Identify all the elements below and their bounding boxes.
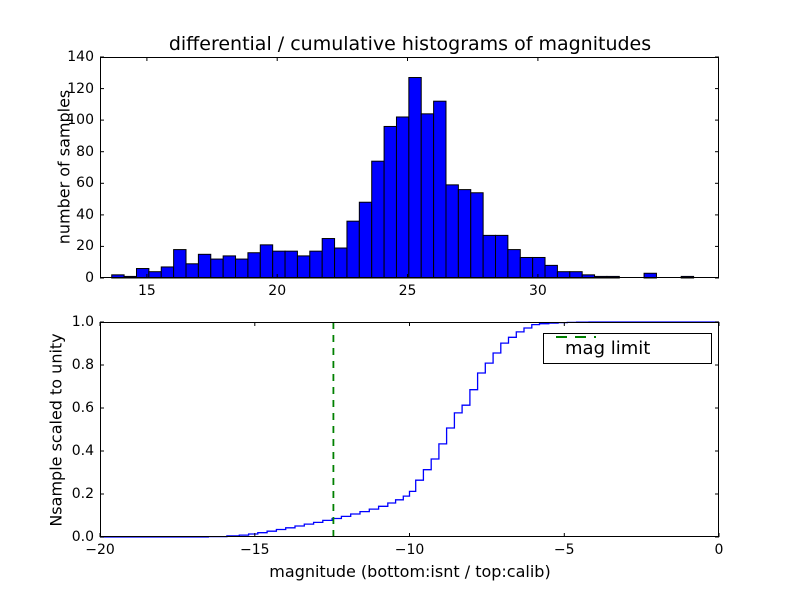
y-tick-label: 140 [67,49,94,65]
x-tick-label: 30 [528,283,547,299]
y-tick-label: 20 [76,238,94,255]
y-tick-label: 60 [76,175,94,192]
y-tick-label: 100 [67,112,94,129]
legend: mag limit [543,333,712,364]
y-tick-label: 0 [85,270,94,286]
x-tick-label: −20 [85,542,115,558]
x-axis-label: magnitude (bottom:isnt / top:calib) [269,562,551,581]
x-tick-label: 20 [268,283,287,299]
y-tick-label: 0.8 [71,357,94,373]
y-tick-label: 1.0 [71,314,94,330]
x-tick-label: 0 [714,542,724,558]
y-tick-label: 0.2 [71,486,94,502]
y-tick-label: 40 [76,206,94,223]
y-tick-label: 0.6 [71,400,94,416]
chart-title: differential / cumulative histograms of … [168,33,652,55]
x-tick-label: 25 [398,283,417,299]
x-tick-label: −10 [394,542,425,558]
x-tick-label: 15 [137,283,156,299]
y-tick-label: 0.0 [71,529,94,545]
y-tick-label: 0.4 [71,443,94,459]
y-tick-label: 120 [67,80,94,97]
legend-label: mag limit [565,338,651,359]
y-tick-label: 80 [76,143,94,160]
x-tick-label: −5 [553,542,575,558]
legend-dashed-line-sample [556,336,596,338]
x-tick-label: −15 [239,542,270,558]
